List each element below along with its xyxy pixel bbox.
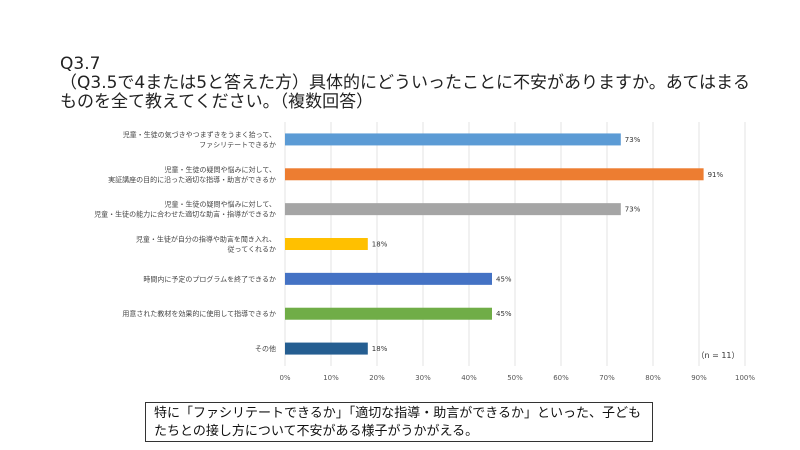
bar <box>285 342 368 355</box>
question-text: （Q3.5で4または5と答えた方）具体的にどういったことに不安がありますか。あて… <box>60 73 751 112</box>
category-label: 児童・生徒の疑問や悩みに対して、 <box>165 165 276 174</box>
bar-value-label: 45% <box>496 310 512 318</box>
category-label: 時間内に予定のプログラムを終了できるか <box>143 274 276 283</box>
bar <box>285 307 492 320</box>
question-title: Q3.7 （Q3.5で4または5と答えた方）具体的にどういったことに不安がありま… <box>60 36 760 112</box>
x-tick-label: 60% <box>553 374 569 382</box>
bar-chart: 児童・生徒の気づきやつまずきをうまく拾って、ファシリテートできるか児童・生徒の疑… <box>94 122 755 382</box>
x-axis-ticks: 0% 10% 20% 30% 40% 50% 60% 70% 80% 90% 100% <box>279 374 755 382</box>
category-label: 用意された教材を効果的に使用して指導できるか <box>122 309 276 318</box>
bar-value-label: 18% <box>372 241 388 249</box>
bar <box>285 238 368 250</box>
question-number: Q3.7 <box>60 54 101 74</box>
category-label: ファシリテートできるか <box>199 141 276 149</box>
x-tick-label: 50% <box>507 374 523 382</box>
bar <box>285 168 704 181</box>
x-tick-label: 40% <box>461 374 477 382</box>
x-tick-label: 80% <box>645 374 661 382</box>
category-label: 従ってくれるか <box>228 245 276 254</box>
bars: 73% 91% 73% 18% 45% 45% 18% <box>285 133 724 355</box>
sample-size-note: （n = 11） <box>696 351 739 360</box>
bar <box>285 133 621 146</box>
x-tick-label: 30% <box>415 374 431 382</box>
x-tick-label: 10% <box>323 374 339 382</box>
x-tick-label: 70% <box>599 374 615 382</box>
bar-value-label: 73% <box>625 136 641 144</box>
bar-value-label: 91% <box>708 171 724 179</box>
category-label: 児童・生徒の気づきやつまずきをうまく拾って、 <box>123 130 276 139</box>
bar <box>285 203 621 216</box>
x-tick-label: 100% <box>735 374 755 382</box>
category-label: 児童・生徒の能力に合わせた適切な助言・指導ができるか <box>94 210 276 219</box>
category-label: 児童・生徒が自分の指導や助言を聞き入れ、 <box>136 235 276 244</box>
summary-box: 特に「ファシリテートできるか」「適切な指導・助言ができるか」といった、子どもたち… <box>145 402 653 442</box>
bar-value-label: 18% <box>372 345 388 353</box>
bar <box>285 272 492 285</box>
x-tick-label: 0% <box>279 374 290 382</box>
bar-value-label: 73% <box>625 206 641 214</box>
x-tick-label: 90% <box>691 374 707 382</box>
bar-value-label: 45% <box>496 275 512 283</box>
category-label: 実証講座の目的に沿った適切な指導・助言ができるか <box>108 175 276 184</box>
category-label: その他 <box>255 344 276 353</box>
x-tick-label: 20% <box>369 374 385 382</box>
category-label: 児童・生徒の疑問や悩みに対して、 <box>165 200 276 209</box>
category-labels: 児童・生徒の気づきやつまずきをうまく拾って、ファシリテートできるか児童・生徒の疑… <box>94 130 276 353</box>
